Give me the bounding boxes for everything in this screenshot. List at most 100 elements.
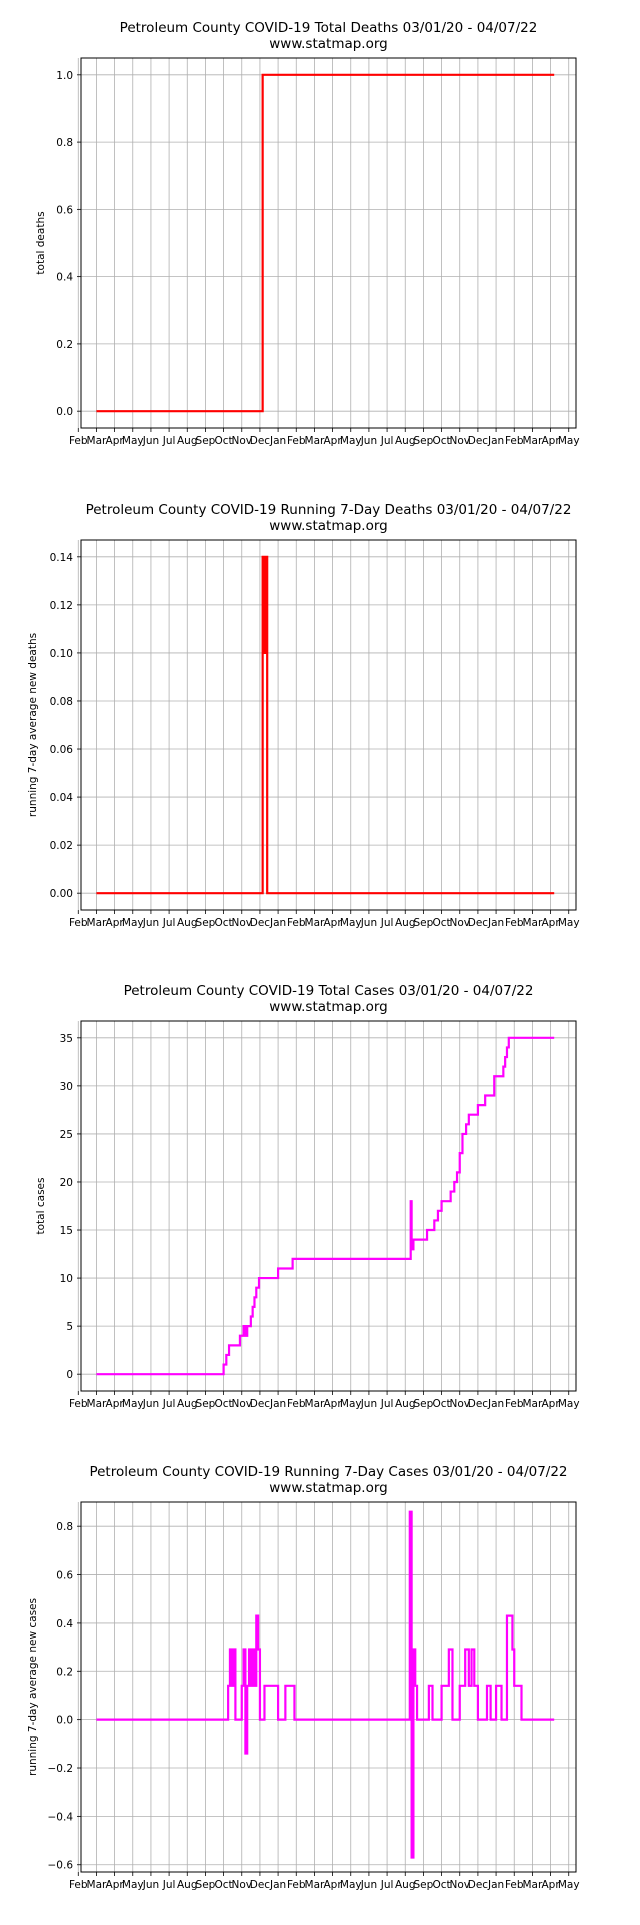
chart-subtitle: www.statmap.org — [269, 999, 388, 1015]
x-tick-label: Oct — [432, 917, 450, 929]
chart-title: Petroleum County COVID-19 Total Deaths 0… — [120, 20, 538, 36]
y-tick-label: 0.6 — [56, 204, 73, 216]
x-tick-label: Dec — [468, 1879, 489, 1891]
x-tick-label: May — [122, 1398, 144, 1410]
x-tick-label: Jun — [142, 1398, 159, 1410]
y-tick-label: 10 — [60, 1273, 73, 1285]
x-tick-label: Nov — [449, 917, 470, 929]
x-tick-label: Oct — [432, 1398, 450, 1410]
x-tick-label: Jun — [360, 435, 377, 447]
y-tick-label: −0.2 — [48, 1763, 74, 1775]
y-tick-label: 0.00 — [50, 888, 73, 900]
x-tick-label: Jul — [380, 1879, 394, 1891]
x-tick-label: Feb — [69, 917, 88, 929]
x-tick-label: Jan — [269, 917, 286, 929]
x-tick-label: Oct — [432, 435, 450, 447]
x-tick-label: Aug — [177, 435, 198, 447]
x-tick-label: Oct — [432, 1879, 450, 1891]
x-tick-label: Jun — [142, 435, 159, 447]
y-tick-label: 0.4 — [56, 272, 73, 284]
y-tick-label: −0.4 — [48, 1811, 74, 1823]
x-tick-label: May — [340, 917, 362, 929]
x-tick-label: Jan — [487, 1879, 504, 1891]
x-tick-label: Feb — [505, 917, 524, 929]
x-tick-label: Feb — [287, 1879, 306, 1891]
x-tick-label: Jan — [269, 1398, 286, 1410]
y-tick-label: 35 — [60, 1033, 73, 1045]
x-tick-label: Jan — [487, 435, 504, 447]
x-tick-label: May — [340, 1398, 362, 1410]
x-tick-label: Oct — [215, 1398, 233, 1410]
x-tick-label: Jul — [162, 435, 176, 447]
plot-frame — [80, 57, 577, 429]
x-tick-label: Nov — [449, 1879, 470, 1891]
x-tick-label: Jun — [360, 1879, 377, 1891]
x-tick-label: Mar — [305, 1398, 325, 1410]
x-tick-label: May — [558, 917, 580, 929]
x-tick-label: Dec — [250, 917, 271, 929]
y-tick-label: 1.0 — [56, 70, 73, 82]
y-tick-label: 25 — [60, 1129, 73, 1141]
x-tick-label: Nov — [449, 435, 470, 447]
x-tick-label: Nov — [232, 917, 253, 929]
x-tick-label: Aug — [395, 1879, 416, 1891]
x-tick-label: Dec — [250, 1398, 271, 1410]
y-tick-label: 0.08 — [50, 696, 73, 708]
x-tick-label: Apr — [106, 1879, 125, 1891]
x-tick-label: Sep — [196, 1398, 216, 1410]
x-tick-label: Jul — [162, 1398, 176, 1410]
y-tick-label: 0.0 — [56, 406, 73, 418]
x-tick-label: Dec — [468, 435, 489, 447]
x-tick-label: Apr — [541, 1879, 560, 1891]
x-tick-label: Oct — [215, 435, 233, 447]
x-tick-label: May — [340, 435, 362, 447]
y-tick-label: 0.0 — [56, 1715, 73, 1727]
x-tick-label: Oct — [215, 1879, 233, 1891]
y-tick-label: 0.4 — [56, 1618, 73, 1630]
x-tick-label: Aug — [395, 1398, 416, 1410]
x-tick-label: Sep — [196, 435, 216, 447]
plot-frame — [80, 539, 577, 911]
y-tick-label: 30 — [60, 1081, 73, 1093]
x-tick-label: Feb — [505, 435, 524, 447]
x-tick-label: Jan — [487, 917, 504, 929]
x-tick-label: Jul — [162, 1879, 176, 1891]
x-tick-label: Mar — [305, 917, 325, 929]
x-tick-label: Feb — [69, 1398, 88, 1410]
y-axis-label: total deaths — [35, 211, 47, 274]
x-tick-label: Apr — [324, 917, 343, 929]
y-axis-label: total cases — [35, 1178, 47, 1235]
y-tick-label: 0 — [66, 1369, 73, 1381]
x-tick-label: Jul — [162, 917, 176, 929]
series-line — [96, 73, 555, 413]
x-tick-label: Mar — [87, 917, 107, 929]
x-tick-label: Mar — [522, 1879, 542, 1891]
x-tick-label: Feb — [287, 917, 306, 929]
x-tick-label: Apr — [106, 917, 125, 929]
y-tick-label: 0.06 — [50, 744, 74, 756]
x-tick-label: Jan — [487, 1398, 504, 1410]
x-tick-label: Dec — [250, 435, 271, 447]
x-tick-label: Aug — [395, 917, 416, 929]
x-tick-label: Apr — [541, 435, 560, 447]
x-tick-label: Aug — [395, 435, 416, 447]
x-tick-label: Feb — [505, 1879, 524, 1891]
x-tick-label: Mar — [305, 435, 325, 447]
x-tick-label: Mar — [522, 1398, 542, 1410]
chart-1: Petroleum County COVID-19 Total Deaths 0… — [35, 20, 580, 447]
x-tick-label: Oct — [215, 917, 233, 929]
x-tick-label: Apr — [541, 1398, 560, 1410]
chart-4: Petroleum County COVID-19 Running 7-Day … — [27, 1464, 580, 1891]
y-tick-label: 15 — [60, 1225, 73, 1237]
y-tick-label: 0.2 — [56, 1666, 73, 1678]
y-tick-label: 0.14 — [50, 552, 74, 564]
x-tick-label: May — [558, 1879, 580, 1891]
y-tick-label: 0.10 — [50, 648, 73, 660]
x-tick-label: Jun — [142, 1879, 159, 1891]
x-tick-label: May — [122, 435, 144, 447]
x-tick-label: Nov — [232, 435, 253, 447]
x-tick-label: Apr — [324, 1879, 343, 1891]
x-tick-label: Mar — [87, 1398, 107, 1410]
x-tick-label: Sep — [196, 917, 216, 929]
